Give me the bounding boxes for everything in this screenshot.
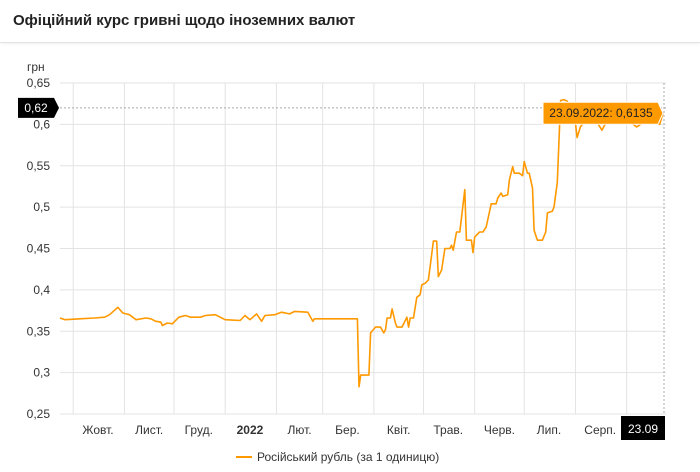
y-tick-label: 0,55 [27, 159, 51, 173]
x-tick-label: Квіт. [387, 423, 411, 437]
y-tick-label: 0,4 [33, 283, 50, 297]
grid [60, 82, 666, 415]
y-tick-label: 0,25 [27, 407, 51, 421]
y-crosshair-value: 0,62 [24, 101, 48, 115]
x-tick-label: Груд. [185, 423, 213, 437]
x-tick-label: Черв. [484, 423, 515, 437]
x-tick-label: Серп. [584, 423, 616, 437]
y-tick-label: 0,3 [33, 366, 50, 380]
x-crosshair-value: 23.09 [628, 422, 658, 436]
y-tick-label: 0,6 [33, 117, 50, 131]
x-tick-label: Лют. [287, 423, 311, 437]
legend-label: Російський рубль (за 1 одиницю) [257, 450, 440, 464]
x-tick-label: Жовт. [82, 423, 113, 437]
x-tick-label: Лист. [135, 423, 163, 437]
y-tick-label: 0,5 [33, 200, 50, 214]
header: Офіційний курс гривні щодо іноземних вал… [0, 0, 700, 43]
legend[interactable]: Російський рубль (за 1 одиницю) [236, 450, 439, 464]
page-title: Офіційний курс гривні щодо іноземних вал… [13, 12, 356, 29]
x-tick-label: Бер. [335, 423, 360, 437]
crosshair: 0,62 23.09 23.09.2022: 0,6135 [18, 83, 666, 440]
x-ticks: Жовт. Лист. Груд. 2022 Лют. Бер. Квіт. Трав. Чер… [82, 423, 616, 437]
tooltip-text: 23.09.2022: 0,6135 [549, 106, 653, 120]
x-crosshair-badge [621, 416, 665, 440]
x-tick-label: Трав. [433, 423, 463, 437]
y-tick-label: 0,65 [27, 76, 51, 90]
series-line-ruble[interactable] [59, 98, 664, 388]
y-crosshair-badge [18, 97, 59, 118]
x-tick-label: 2022 [237, 423, 264, 437]
y-axis-label: грн [27, 60, 45, 74]
legend-swatch [236, 456, 252, 458]
y-tick-label: 0,35 [27, 324, 51, 338]
x-tick-label: Лип. [537, 423, 561, 437]
y-ticks: 0,25 0,3 0,35 0,4 0,45 0,5 0,55 0,6 0,65 [27, 76, 51, 421]
y-tick-label: 0,45 [27, 242, 51, 256]
tooltip [542, 101, 664, 125]
